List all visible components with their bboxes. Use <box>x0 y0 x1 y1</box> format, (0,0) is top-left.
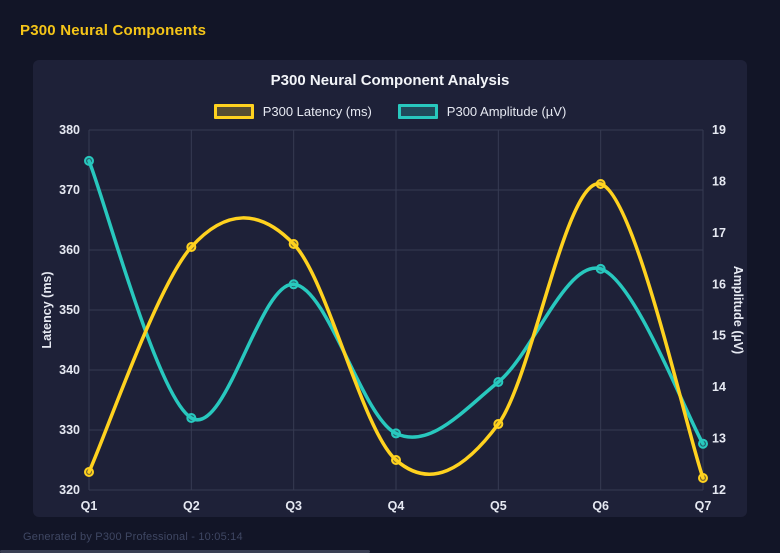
legend-label-latency: P300 Latency (ms) <box>262 104 372 119</box>
footer-note: Generated by P300 Professional - 10:05:1… <box>23 531 243 543</box>
right-axis-tick-label: 12 <box>712 483 726 497</box>
legend-item-latency[interactable]: P300 Latency (ms) <box>213 104 372 119</box>
x-axis-tick-label: Q3 <box>285 499 302 513</box>
data-point-marker-amplitude[interactable] <box>698 438 708 449</box>
x-axis-tick-label: Q1 <box>81 499 98 513</box>
right-axis-tick-label: 14 <box>712 380 726 394</box>
chart-legend: P300 Latency (ms) P300 Amplitude (µV) <box>33 104 747 119</box>
data-point-marker-latency[interactable] <box>698 473 708 483</box>
left-axis-tick-label: 330 <box>59 423 80 437</box>
data-point-marker-amplitude[interactable] <box>391 428 401 439</box>
x-axis-tick-label: Q4 <box>388 499 405 513</box>
right-axis-tick-label: 19 <box>712 123 726 137</box>
left-axis-title: Latency (ms) <box>40 271 54 349</box>
x-axis-tick-label: Q5 <box>490 499 507 513</box>
amplitude-legend-swatch-icon <box>397 104 438 119</box>
series-line-latency <box>87 182 705 480</box>
x-axis-tick-label: Q2 <box>183 499 200 513</box>
left-axis-tick-label: 320 <box>59 483 80 497</box>
data-point-marker-amplitude[interactable] <box>186 413 197 423</box>
left-axis-tick-label: 370 <box>59 183 80 197</box>
data-point-marker-latency[interactable] <box>186 242 197 252</box>
series-line-amplitude <box>87 159 705 446</box>
data-point-marker-latency[interactable] <box>288 239 299 249</box>
left-axis-tick-label: 340 <box>59 363 80 377</box>
right-axis-tick-label: 15 <box>712 329 726 343</box>
legend-item-amplitude[interactable]: P300 Amplitude (µV) <box>397 104 567 119</box>
data-point-marker-amplitude[interactable] <box>493 377 504 387</box>
left-axis-tick-label: 360 <box>59 243 80 257</box>
x-axis-tick-label: Q6 <box>592 499 609 513</box>
latency-legend-swatch-icon <box>213 104 254 119</box>
right-axis-title: Amplitude (µV) <box>731 265 745 355</box>
data-point-marker-amplitude[interactable] <box>288 279 299 290</box>
page-title: P300 Neural Components <box>20 22 207 39</box>
data-point-marker-latency[interactable] <box>391 455 401 465</box>
right-axis-tick-label: 13 <box>712 432 726 446</box>
data-point-marker-latency[interactable] <box>595 179 606 189</box>
chart-title: P300 Neural Component Analysis <box>270 72 510 89</box>
data-point-marker-amplitude[interactable] <box>595 263 606 274</box>
left-axis-tick-label: 380 <box>59 123 80 137</box>
right-axis-tick-label: 18 <box>712 174 726 188</box>
data-point-marker-amplitude[interactable] <box>84 155 94 166</box>
right-axis-tick-label: 17 <box>712 226 726 240</box>
line-chart-canvas[interactable]: 320 330 340 350 360 370 380 12 13 14 15 16 17 18 19 Q1 Q… <box>33 60 747 517</box>
left-axis-tick-label: 350 <box>59 303 80 317</box>
data-point-marker-latency[interactable] <box>84 467 94 477</box>
horizontal-scrollbar-thumb[interactable] <box>0 550 370 553</box>
right-axis-tick-label: 16 <box>712 277 726 291</box>
chart-panel: P300 Neural Component Analysis P300 Late… <box>33 60 747 517</box>
legend-label-amplitude: P300 Amplitude (µV) <box>446 104 567 119</box>
data-point-marker-latency[interactable] <box>493 419 504 429</box>
x-axis-tick-label: Q7 <box>695 499 712 513</box>
